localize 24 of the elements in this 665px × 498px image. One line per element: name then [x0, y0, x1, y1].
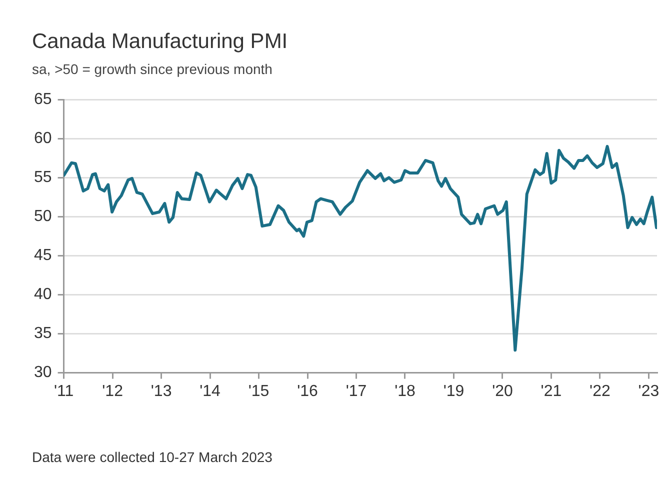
y-tick-label: 65 — [34, 91, 52, 108]
x-tick-label: '20 — [492, 382, 514, 400]
x-tick-label: '22 — [590, 382, 610, 400]
x-tick-label: '21 — [540, 382, 562, 400]
x-tick-label: '17 — [346, 382, 367, 400]
y-tick-label: 35 — [34, 325, 52, 342]
x-tick-label: '16 — [297, 382, 318, 400]
x-tick-label: '11 — [54, 382, 74, 400]
y-tick-label: 60 — [34, 130, 52, 148]
x-tick-label: '13 — [150, 382, 172, 400]
x-tick-label: '15 — [248, 382, 270, 400]
x-tick-label: '12 — [102, 382, 124, 400]
x-tick-label: '23 — [638, 382, 660, 400]
y-tick-label: 55 — [34, 169, 52, 186]
text: Data were collected 10-27 March 2023 — [32, 448, 272, 467]
chart-subtitle: sa, >50 = growth since previous month — [32, 61, 272, 77]
x-tick-label: '19 — [443, 382, 464, 400]
y-tick-label: 45 — [34, 247, 52, 264]
y-tick-label: 30 — [34, 364, 52, 382]
y-tick-label: 50 — [34, 208, 52, 226]
chart-title: Canada Manufacturing PMI — [32, 30, 288, 54]
y-tick-label: 40 — [34, 286, 52, 304]
x-tick-label: '18 — [394, 382, 416, 400]
x-tick-label: '14 — [200, 382, 221, 400]
